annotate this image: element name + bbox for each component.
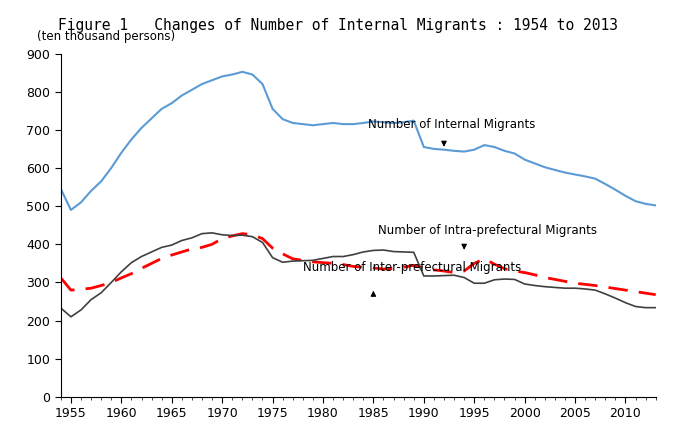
- Text: Number of Inter-prefectural Migrants: Number of Inter-prefectural Migrants: [303, 261, 521, 274]
- Text: Number of Internal Migrants: Number of Internal Migrants: [368, 118, 536, 131]
- Text: Number of Intra-prefectural Migrants: Number of Intra-prefectural Migrants: [379, 224, 598, 237]
- Text: (ten thousand persons): (ten thousand persons): [37, 30, 175, 43]
- Text: Figure 1   Changes of Number of Internal Migrants : 1954 to 2013: Figure 1 Changes of Number of Internal M…: [58, 18, 618, 33]
